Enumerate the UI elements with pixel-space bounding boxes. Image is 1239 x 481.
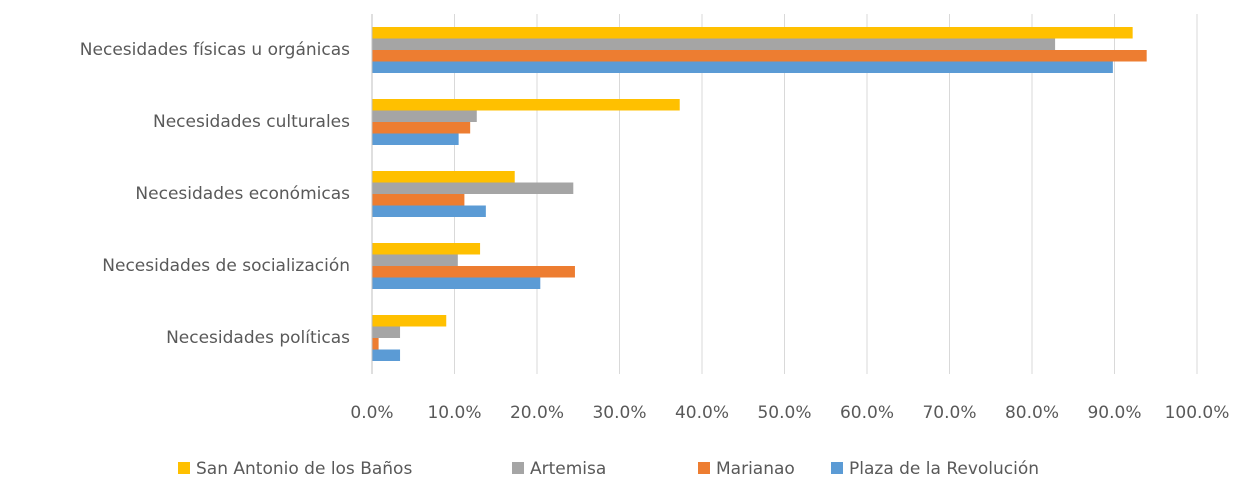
bar — [372, 99, 680, 111]
bar — [372, 338, 379, 350]
legend-swatch — [512, 462, 524, 474]
y-tick-label: Necesidades de socialización — [102, 256, 350, 276]
x-tick-label: 20.0% — [510, 403, 564, 423]
legend-label: Marianao — [716, 459, 795, 479]
y-tick-label: Necesidades físicas u orgánicas — [80, 40, 350, 60]
bar — [372, 133, 459, 145]
y-tick-label: Necesidades políticas — [166, 328, 350, 348]
y-tick-label: Necesidades culturales — [153, 112, 350, 132]
bar — [372, 205, 486, 217]
bar — [372, 277, 541, 289]
x-tick-label: 60.0% — [840, 403, 894, 423]
bar — [372, 254, 458, 266]
bar — [372, 243, 481, 255]
bar — [372, 326, 401, 338]
x-tick-label: 40.0% — [675, 403, 729, 423]
bar — [372, 315, 447, 327]
x-tick-label: 0.0% — [350, 403, 393, 423]
legend-swatch — [178, 462, 190, 474]
bar — [372, 266, 575, 278]
bar — [372, 27, 1133, 39]
bar — [372, 110, 477, 122]
legend-swatch — [831, 462, 843, 474]
x-tick-label: 70.0% — [922, 403, 976, 423]
y-tick-label: Necesidades económicas — [135, 184, 350, 204]
bar — [372, 122, 471, 134]
bar — [372, 171, 515, 183]
legend-swatch — [698, 462, 710, 474]
legend-label: Artemisa — [530, 459, 606, 479]
legend-label: San Antonio de los Baños — [196, 459, 412, 479]
bar — [372, 50, 1147, 62]
x-tick-label: 100.0% — [1165, 403, 1230, 423]
bar — [372, 194, 465, 206]
x-tick-label: 10.0% — [427, 403, 481, 423]
legend-label: Plaza de la Revolución — [849, 459, 1039, 479]
x-tick-label: 50.0% — [757, 403, 811, 423]
x-tick-label: 80.0% — [1005, 403, 1059, 423]
x-tick-label: 90.0% — [1087, 403, 1141, 423]
bar — [372, 349, 401, 361]
bar — [372, 182, 574, 194]
x-tick-label: 30.0% — [592, 403, 646, 423]
bar — [372, 61, 1113, 73]
bar — [372, 38, 1056, 50]
